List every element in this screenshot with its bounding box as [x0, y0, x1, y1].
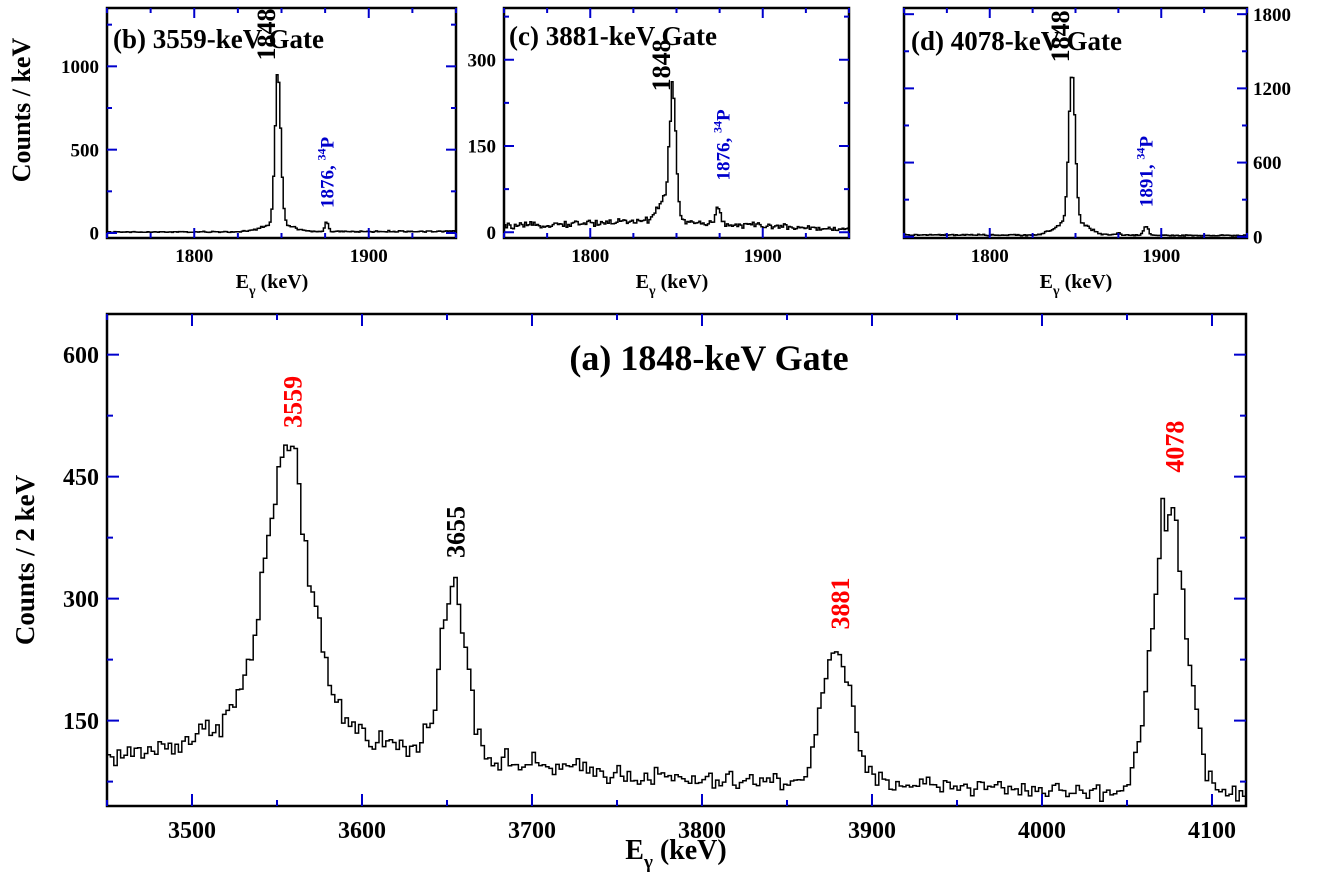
x-tick-label: 1900 — [350, 246, 388, 267]
panel-a-ylabel: Counts / 2 keV — [10, 474, 40, 645]
y-tick-label: 0 — [1253, 227, 1263, 248]
y-tick-label: 1000 — [61, 57, 99, 78]
panel-d-xlabel-main: E — [1040, 271, 1053, 293]
panel-b-ticks — [106, 8, 457, 238]
panel-d: 1800 1900 0 600 1200 1800 (d) 4078-keV Gate E… — [902, 5, 1291, 299]
peak-label-text: 1891, — [1137, 160, 1158, 208]
peak-label-text: 3559 — [278, 376, 307, 428]
panel-b-xlabel: Eγ (keV) — [236, 271, 309, 299]
panel-a-ticks — [106, 314, 1246, 806]
peak-label-text: 1876, — [318, 161, 339, 209]
panel-a-xlabel-sub: γ — [643, 852, 653, 873]
panel-c-ticks — [503, 8, 850, 238]
peak-label-text: 1848 — [252, 9, 281, 61]
panel-c-histogram — [504, 81, 849, 232]
panel-d-ticks — [903, 8, 1248, 238]
peak-label-text: 1848 — [1046, 10, 1075, 62]
panel-b: 1800 1900 0 500 1000 (b) 3559-keV Gate Count… — [7, 6, 458, 299]
panel-c-xlabel-sub: γ — [648, 284, 656, 299]
peak-label: 3655 — [442, 506, 471, 558]
panel-d-xlabel: Eγ (keV) — [1040, 271, 1113, 299]
y-tick-label: 600 — [1253, 153, 1282, 174]
x-tick-label: 1900 — [744, 246, 782, 267]
x-tick-label: 4000 — [1018, 818, 1066, 844]
x-tick-label: 3900 — [848, 818, 896, 844]
panel-b-xlabel-unit: (keV) — [261, 271, 309, 293]
peak-label-element: P — [318, 137, 339, 149]
panel-c-tick-labels: 1800 1900 0 150 300 — [468, 50, 782, 267]
panel-a: 3500 3600 3700 3800 3900 4000 4100 150 300 450 600… — [10, 312, 1248, 873]
panel-d-tick-labels: 1800 1900 0 600 1200 1800 — [971, 5, 1291, 267]
x-tick-label: 3800 — [678, 818, 726, 844]
y-tick-label: 450 — [63, 465, 99, 491]
panel-b-xlabel-sub: γ — [248, 284, 256, 299]
y-tick-label: 0 — [90, 224, 100, 245]
peak-label: 3559 — [278, 376, 307, 428]
y-tick-label: 300 — [468, 50, 497, 71]
panel-a-xlabel-space — [653, 835, 660, 866]
x-tick-label: 3600 — [338, 818, 386, 844]
peak-label: 4078 — [1161, 421, 1190, 473]
panel-a-frame — [105, 312, 1248, 808]
peak-label: 3881 — [826, 578, 855, 630]
panel-b-title: (b) 3559-keV Gate — [113, 24, 324, 54]
y-tick-label: 600 — [63, 343, 99, 369]
peak-label-text: 3881 — [826, 578, 855, 630]
panel-a-xlabel-unit: (keV) — [660, 835, 727, 866]
panel-a-xlabel: Eγ (keV) — [625, 835, 726, 873]
peak-label-text: 1848 — [647, 39, 676, 91]
y-tick-label: 300 — [63, 587, 99, 613]
peak-label-mass-number: 34 — [1134, 148, 1148, 160]
peak-label-text: 3655 — [442, 506, 471, 558]
peak-label-mass-number: 34 — [315, 149, 329, 161]
peak-label-text: 4078 — [1161, 421, 1190, 473]
peak-label-text: 1876, — [714, 133, 735, 181]
panel-a-xlabel-main: E — [625, 835, 644, 866]
panel-b-xlabel-main: E — [236, 271, 249, 293]
peak-label-mass-number: 34 — [711, 121, 725, 133]
panel-b-annotations: 1848 1876, 34P — [252, 9, 339, 209]
panel-c-title: (c) 3881-keV Gate — [509, 21, 717, 51]
panel-c-annotations: 1848 1876, 34P — [647, 39, 735, 180]
panel-b-histogram — [107, 74, 456, 234]
y-tick-label: 150 — [63, 709, 99, 735]
panel-a-title: (a) 1848-keV Gate — [569, 338, 848, 378]
panel-a-histogram — [107, 444, 1246, 803]
y-tick-label: 1200 — [1253, 79, 1291, 100]
peak-label-element: P — [1137, 136, 1158, 148]
panel-d-xlabel-sub: γ — [1052, 284, 1060, 299]
x-tick-label: 4100 — [1188, 818, 1236, 844]
y-tick-label: 500 — [71, 140, 100, 161]
x-tick-label: 3700 — [508, 818, 556, 844]
x-tick-label: 1900 — [1142, 246, 1180, 267]
peak-label: 1876, 34P — [315, 137, 339, 209]
panel-b-tick-labels: 1800 1900 0 500 1000 — [61, 57, 388, 267]
y-tick-label: 0 — [487, 223, 497, 244]
y-tick-label: 1800 — [1253, 5, 1291, 26]
panel-b-ylabel: Counts / keV — [7, 38, 36, 183]
peak-label: 1891, 34P — [1134, 136, 1158, 208]
panel-d-xlabel-unit: (keV) — [1065, 271, 1113, 293]
panel-d-title: (d) 4078-keV Gate — [911, 26, 1122, 56]
x-tick-label: 3500 — [168, 818, 216, 844]
x-tick-label: 1800 — [971, 246, 1009, 267]
panel-a-annotations: 3559 3655 3881 4078 — [278, 376, 1189, 630]
peak-label: 1848 — [252, 9, 281, 61]
x-tick-label: 1800 — [571, 246, 609, 267]
peak-label-element: P — [714, 109, 735, 121]
panel-d-histogram — [904, 76, 1247, 237]
panel-d-annotations: 1848 1891, 34P — [1046, 10, 1157, 207]
panel-c-xlabel-main: E — [636, 271, 649, 293]
x-tick-label: 1800 — [175, 246, 213, 267]
peak-label: 1848 — [647, 39, 676, 91]
peak-label: 1848 — [1046, 10, 1075, 62]
panel-c-xlabel-unit: (keV) — [661, 271, 709, 293]
panel-c-xlabel: Eγ (keV) — [636, 271, 709, 299]
panel-c: 1800 1900 0 150 300 (c) 3881-keV Gate Eγ (ke… — [468, 6, 851, 299]
panel-a-tick-labels: 3500 3600 3700 3800 3900 4000 4100 150 300 450 600 — [63, 343, 1236, 844]
peak-label: 1876, 34P — [711, 109, 735, 181]
y-tick-label: 150 — [468, 137, 497, 158]
